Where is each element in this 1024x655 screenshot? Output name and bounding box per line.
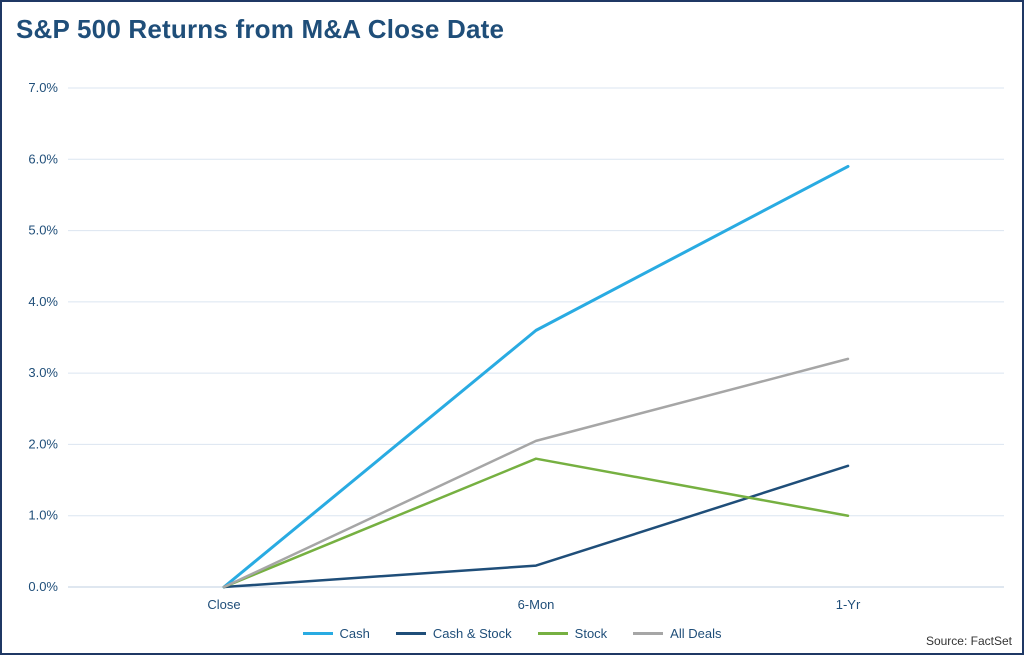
chart-legend: Cash Cash & Stock Stock All Deals (2, 626, 1022, 641)
legend-item-cash: Cash (302, 626, 370, 641)
legend-item-all-deals: All Deals (633, 626, 721, 641)
svg-text:4.0%: 4.0% (28, 294, 58, 309)
svg-text:0.0%: 0.0% (28, 579, 58, 594)
svg-text:2.0%: 2.0% (28, 436, 58, 451)
legend-item-cash-and-stock: Cash & Stock (395, 626, 512, 641)
chart-title: S&P 500 Returns from M&A Close Date (16, 14, 505, 44)
source-label: Source: FactSet (925, 634, 1012, 648)
legend-swatch-stock (537, 632, 568, 635)
legend-label-cash: Cash (339, 626, 370, 641)
svg-text:5.0%: 5.0% (28, 223, 58, 238)
legend-label-stock: Stock (574, 626, 608, 641)
line-chart-svg: 0.0% 1.0% 2.0% 3.0% 4.0% 5.0% 6.0% 7.0% Close 6-M… (28, 80, 1004, 612)
svg-text:Close: Close (207, 597, 240, 612)
legend-item-stock: Stock (537, 626, 608, 641)
svg-text:6-Mon: 6-Mon (518, 597, 555, 612)
svg-text:7.0%: 7.0% (28, 80, 58, 95)
legend-swatch-cash-and-stock (395, 632, 426, 635)
legend-label-cash-and-stock: Cash & Stock (432, 626, 512, 641)
legend-swatch-cash (302, 632, 333, 635)
legend-swatch-all-deals (633, 632, 664, 635)
svg-text:1-Yr: 1-Yr (836, 597, 861, 612)
legend-label-all-deals: All Deals (670, 626, 722, 641)
svg-text:3.0%: 3.0% (28, 365, 58, 380)
svg-text:6.0%: 6.0% (28, 151, 58, 166)
svg-text:1.0%: 1.0% (28, 508, 58, 523)
